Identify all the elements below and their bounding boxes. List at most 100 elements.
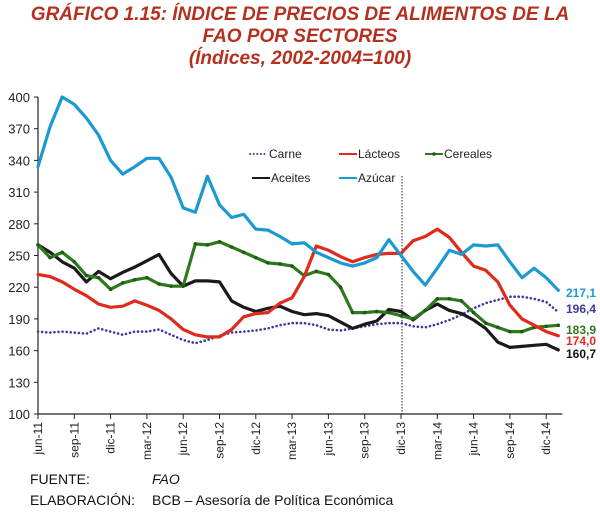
series-point-cereales — [435, 297, 440, 301]
series-point-cereales — [169, 284, 173, 288]
legend-item-lacteos: Lácteos — [339, 147, 400, 161]
series-point-cereales — [447, 297, 452, 301]
series-point-cereales — [217, 239, 222, 244]
legend-label-aceites: Aceites — [271, 171, 310, 185]
axes: 100 130 160 190 220 250 280 310 340 370 400 jun-11 s… — [8, 90, 563, 460]
end-label-azucar: 217,1 — [566, 286, 596, 300]
x-tick-label: dic-14 — [539, 422, 553, 455]
series-point-cereales — [350, 310, 355, 315]
y-tick-label: 160 — [8, 344, 30, 359]
series-point-cereales — [193, 242, 198, 246]
y-tick-label: 280 — [8, 217, 30, 232]
legend-label-carne: Carne — [269, 147, 302, 161]
series-point-cereales — [496, 325, 500, 330]
end-label-carne: 196,4 — [566, 302, 596, 316]
end-label-cereales: 183,9 — [566, 323, 596, 337]
legend-item-aceites: Aceites — [252, 171, 310, 185]
series-point-cereales — [120, 281, 125, 285]
footer-source: FUENTE: FAO — [30, 471, 180, 487]
series-point-cereales — [133, 278, 137, 282]
legend-label-cereales: Cereales — [444, 147, 492, 161]
y-tick-label: 400 — [8, 90, 30, 105]
source-label: FUENTE: — [30, 471, 90, 487]
series-point-cereales — [205, 243, 210, 247]
series-point-cereales — [229, 245, 234, 249]
legend-label-azucar: Azúcar — [358, 171, 395, 185]
x-tick-label: sep-12 — [213, 422, 227, 459]
series-point-cereales — [471, 310, 476, 315]
y-tick-label: 340 — [8, 153, 30, 168]
y-tick-label: 310 — [8, 185, 30, 200]
y-tick-label: 220 — [8, 280, 30, 295]
x-tick-label: dic-12 — [249, 422, 263, 455]
legend-marker — [432, 152, 436, 156]
legend-item-carne: Carne — [249, 147, 302, 161]
series-point-cereales — [84, 273, 89, 278]
series-point-cereales — [157, 282, 161, 286]
x-tick-label: dic-13 — [394, 422, 408, 455]
series-line-aceites — [36, 243, 560, 352]
legend-item-azucar: Azúcar — [339, 171, 395, 185]
x-tick-label: jun-13 — [321, 422, 335, 457]
elaboration-value: BCB – Asesoría de Política Económica — [152, 492, 394, 508]
series-point-cereales — [48, 255, 52, 260]
x-tick-label: jun-14 — [467, 422, 481, 457]
x-tick-label: jun-12 — [176, 422, 190, 457]
source-value: FAO — [152, 471, 180, 487]
end-label-lacteos: 174,0 — [566, 334, 596, 348]
y-tick-label: 370 — [8, 122, 30, 137]
series-point-cereales — [399, 313, 403, 318]
series-point-cereales — [278, 262, 282, 266]
y-tick-label: 250 — [8, 249, 30, 264]
series-point-cereales — [520, 329, 524, 334]
series-point-cereales — [266, 261, 270, 265]
series-point-cereales — [254, 255, 258, 260]
y-tick-label: 100 — [8, 407, 30, 422]
x-tick-label: mar-14 — [430, 422, 444, 460]
series-point-cereales — [338, 285, 343, 290]
series-point-cereales — [326, 272, 331, 277]
series-point-cereales — [423, 308, 428, 313]
series-point-cereales — [459, 299, 464, 303]
chart-title-line-2: FAO POR SECTORES — [202, 26, 398, 47]
chart-subtitle: (Índices, 2002-2004=100) — [188, 48, 412, 69]
legend: Carne Lácteos Cereales Aceites Azúcar — [249, 147, 492, 185]
elaboration-label: ELABORACIÓN: — [30, 492, 136, 508]
series-point-cereales — [556, 323, 561, 328]
legend-label-lacteos: Lácteos — [358, 147, 400, 161]
series-point-cereales — [108, 287, 113, 292]
series-point-cereales — [96, 275, 101, 280]
series-point-cereales — [544, 324, 548, 329]
legend-item-cereales: Cereales — [425, 147, 492, 161]
series-point-cereales — [362, 310, 367, 315]
x-tick-label: mar-12 — [140, 422, 154, 460]
series-point-cereales — [411, 317, 415, 321]
x-tick-label: mar-13 — [285, 422, 299, 460]
x-tick-label: sep-14 — [503, 422, 517, 459]
series-line-cereales — [36, 240, 560, 334]
series-line-azucar — [36, 95, 560, 292]
series-point-cereales — [314, 269, 319, 274]
series-point-cereales — [387, 310, 391, 315]
y-tick-label: 130 — [8, 375, 30, 390]
x-tick-label: jun-11 — [31, 422, 45, 456]
x-tick-label: dic-11 — [104, 422, 118, 454]
footer-elaboration: ELABORACIÓN: BCB – Asesoría de Política E… — [30, 492, 393, 508]
series-lines — [36, 95, 561, 352]
series-point-cereales — [36, 243, 40, 247]
end-label-aceites: 160,7 — [566, 347, 596, 361]
series-point-cereales — [290, 264, 294, 268]
series-point-cereales — [508, 329, 512, 334]
series-point-cereales — [60, 250, 64, 255]
series-point-cereales — [241, 250, 246, 255]
series-point-cereales — [145, 275, 149, 280]
series-line-lacteos — [36, 227, 560, 339]
x-tick-label: sep-11 — [67, 422, 81, 458]
series-point-cereales — [375, 309, 379, 314]
series-point-cereales — [181, 284, 185, 288]
y-tick-label: 190 — [8, 312, 30, 327]
series-point-cereales — [72, 260, 77, 264]
chart-title-line-1: GRÁFICO 1.15: ÍNDICE DE PRECIOS DE ALIME… — [30, 4, 570, 25]
